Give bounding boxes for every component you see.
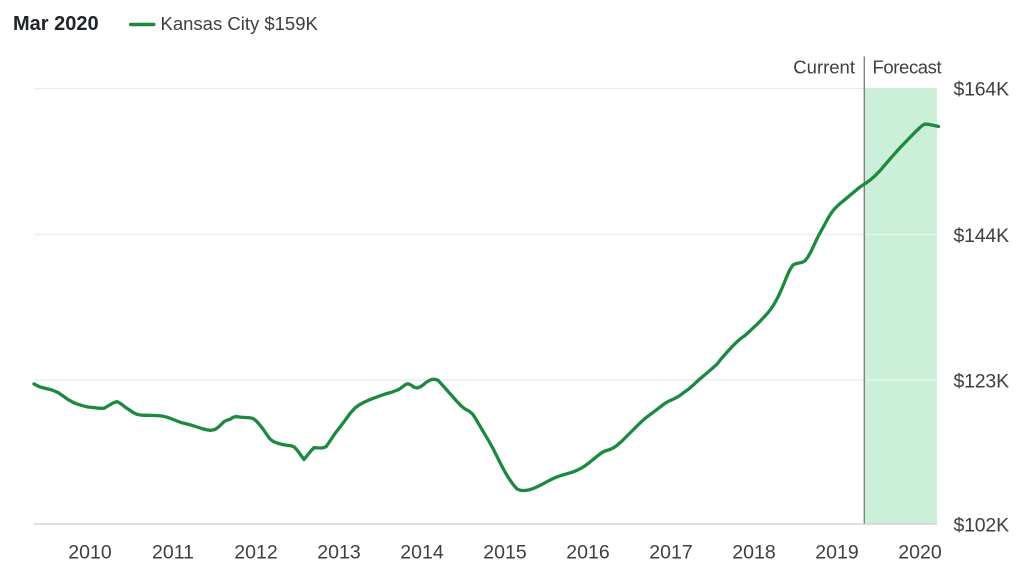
svg-text:2016: 2016 (566, 542, 609, 564)
svg-text:$164K: $164K (954, 78, 1010, 100)
svg-text:Mar 2020: Mar 2020 (13, 13, 99, 35)
svg-text:$123K: $123K (954, 370, 1010, 392)
svg-text:$144K: $144K (954, 225, 1010, 247)
svg-text:Kansas City $159K: Kansas City $159K (161, 13, 319, 34)
svg-text:Current: Current (793, 57, 855, 78)
svg-text:2010: 2010 (68, 542, 112, 564)
svg-text:2015: 2015 (483, 542, 527, 564)
svg-text:2020: 2020 (898, 542, 942, 564)
svg-text:Forecast: Forecast (873, 57, 942, 78)
svg-text:2019: 2019 (815, 542, 858, 564)
svg-text:2017: 2017 (649, 542, 692, 564)
svg-text:$102K: $102K (954, 514, 1010, 536)
svg-text:2012: 2012 (234, 542, 277, 564)
svg-text:2011: 2011 (152, 542, 194, 564)
svg-text:2018: 2018 (732, 542, 775, 564)
svg-text:2014: 2014 (400, 542, 444, 564)
svg-text:2013: 2013 (317, 542, 360, 564)
